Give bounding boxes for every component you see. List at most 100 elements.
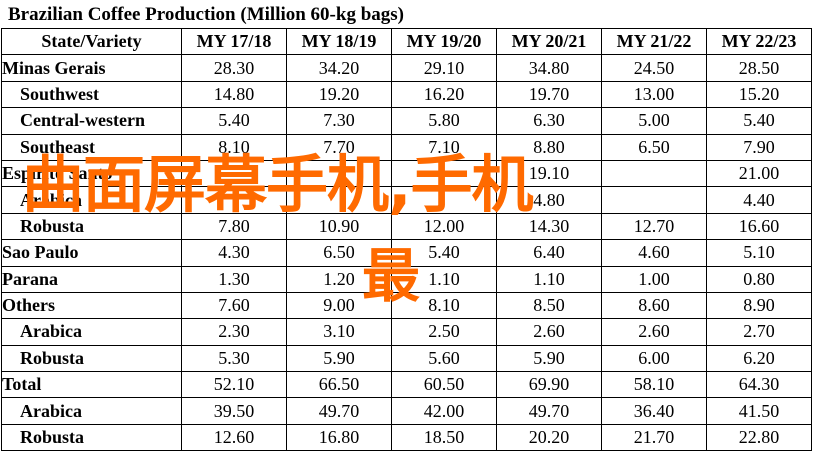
table-row: Sao Paulo 4.30 6.50 5.40 6.40 4.60 5.10 xyxy=(1,239,812,267)
row-label: Arabica xyxy=(1,397,182,425)
row-label: Others xyxy=(1,291,182,320)
table-row: Robusta 7.80 10.90 12.00 14.30 12.70 16.… xyxy=(1,212,812,241)
cell-value: 41.50 xyxy=(706,397,812,425)
cell-value: 52.10 xyxy=(181,371,287,399)
column-header: MY 21/22 xyxy=(601,27,707,56)
table-row: Parana 1.30 1.20 1.10 1.10 1.00 0.80 xyxy=(1,265,812,293)
cell-value: 28.30 xyxy=(181,54,287,82)
table-row: Robusta 12.60 16.80 18.50 20.20 21.70 22… xyxy=(1,423,812,451)
cell-value: 5.10 xyxy=(706,239,812,267)
cell-value: 5.40 xyxy=(706,107,812,135)
cell-value: 2.60 xyxy=(496,318,602,346)
cell-value xyxy=(601,159,707,188)
cell-value: 1.20 xyxy=(286,265,392,293)
cell-value: 2.50 xyxy=(391,318,497,346)
cell-value: 6.50 xyxy=(601,133,707,161)
table-row: Southeast 8.10 7.70 7.10 8.80 6.50 7.90 xyxy=(1,133,812,161)
table-row: Arabica 39.50 49.70 42.00 49.70 36.40 41… xyxy=(1,397,812,425)
cell-value: 42.00 xyxy=(391,397,497,425)
cell-value: 6.40 xyxy=(496,239,602,267)
row-label: Central-western xyxy=(1,107,182,135)
cell-value: 5.40 xyxy=(181,107,287,135)
cell-value: 1.30 xyxy=(181,265,287,293)
cell-value: 34.80 xyxy=(496,54,602,82)
cell-value: 12.70 xyxy=(601,212,707,241)
cell-value: 7.60 xyxy=(181,291,287,320)
cell-value: 0.80 xyxy=(706,265,812,293)
cell-value: 5.80 xyxy=(391,107,497,135)
cell-value: 9.00 xyxy=(286,291,392,320)
cell-value: 39.50 xyxy=(181,397,287,425)
cell-value xyxy=(181,159,287,188)
cell-value: 5.00 xyxy=(601,107,707,135)
column-header: MY 17/18 xyxy=(181,27,287,56)
row-label: Robusta xyxy=(1,344,182,373)
cell-value: 64.30 xyxy=(706,371,812,399)
coffee-production-table: State/Variety MY 17/18 MY 18/19 MY 19/20… xyxy=(1,27,812,451)
cell-value: 16.80 xyxy=(286,423,392,451)
cell-value: 19.10 xyxy=(496,159,602,188)
cell-value: 21.70 xyxy=(601,423,707,451)
table-row: Arabica 4.80 4.40 xyxy=(1,186,812,214)
cell-value xyxy=(286,186,392,214)
cell-value: 13.00 xyxy=(601,80,707,109)
cell-value: 3.10 xyxy=(286,318,392,346)
column-header: MY 20/21 xyxy=(496,27,602,56)
cell-value: 34.20 xyxy=(286,54,392,82)
cell-value: 36.40 xyxy=(601,397,707,425)
row-label: Sao Paulo xyxy=(1,239,182,267)
cell-value: 7.10 xyxy=(391,133,497,161)
row-label: Robusta xyxy=(1,423,182,451)
row-label: Robusta xyxy=(1,212,182,241)
cell-value: 1.10 xyxy=(391,265,497,293)
cell-value xyxy=(181,186,287,214)
cell-value: 8.90 xyxy=(706,291,812,320)
cell-value: 7.80 xyxy=(181,212,287,241)
cell-value: 8.60 xyxy=(601,291,707,320)
cell-value: 5.90 xyxy=(286,344,392,373)
cell-value: 4.30 xyxy=(181,239,287,267)
column-header: MY 19/20 xyxy=(391,27,497,56)
column-header: MY 18/19 xyxy=(286,27,392,56)
cell-value: 60.50 xyxy=(391,371,497,399)
row-label: Total xyxy=(1,371,182,399)
cell-value: 6.30 xyxy=(496,107,602,135)
column-header: State/Variety xyxy=(1,27,182,56)
cell-value: 14.30 xyxy=(496,212,602,241)
table-row: Robusta 5.30 5.90 5.60 5.90 6.00 6.20 xyxy=(1,344,812,373)
row-label: Parana xyxy=(1,265,182,293)
cell-value: 24.50 xyxy=(601,54,707,82)
cell-value: 2.70 xyxy=(706,318,812,346)
table-row: Southwest 14.80 19.20 16.20 19.70 13.00 … xyxy=(1,80,812,109)
header-row: State/Variety MY 17/18 MY 18/19 MY 19/20… xyxy=(1,27,812,56)
cell-value: 7.90 xyxy=(706,133,812,161)
table-row: Central-western 5.40 7.30 5.80 6.30 5.00… xyxy=(1,107,812,135)
cell-value: 6.20 xyxy=(706,344,812,373)
cell-value: 5.30 xyxy=(181,344,287,373)
table-title: Brazilian Coffee Production (Million 60-… xyxy=(8,4,404,25)
cell-value: 4.80 xyxy=(496,186,602,214)
cell-value: 2.60 xyxy=(601,318,707,346)
cell-value: 12.00 xyxy=(391,212,497,241)
cell-value: 4.60 xyxy=(601,239,707,267)
cell-value xyxy=(601,186,707,214)
cell-value: 18.50 xyxy=(391,423,497,451)
cell-value: 22.80 xyxy=(706,423,812,451)
row-label: Southwest xyxy=(1,80,182,109)
cell-value: 69.90 xyxy=(496,371,602,399)
table-row: Minas Gerais 28.30 34.20 29.10 34.80 24.… xyxy=(1,54,812,82)
cell-value: 2.30 xyxy=(181,318,287,346)
cell-value: 6.00 xyxy=(601,344,707,373)
cell-value: 5.90 xyxy=(496,344,602,373)
cell-value: 7.30 xyxy=(286,107,392,135)
cell-value: 6.50 xyxy=(286,239,392,267)
cell-value: 16.60 xyxy=(706,212,812,241)
cell-value xyxy=(391,159,497,188)
cell-value: 15.20 xyxy=(706,80,812,109)
cell-value: 49.70 xyxy=(286,397,392,425)
cell-value: 7.70 xyxy=(286,133,392,161)
cell-value: 58.10 xyxy=(601,371,707,399)
row-label: Arabica xyxy=(1,186,182,214)
cell-value: 66.50 xyxy=(286,371,392,399)
cell-value: 8.10 xyxy=(181,133,287,161)
